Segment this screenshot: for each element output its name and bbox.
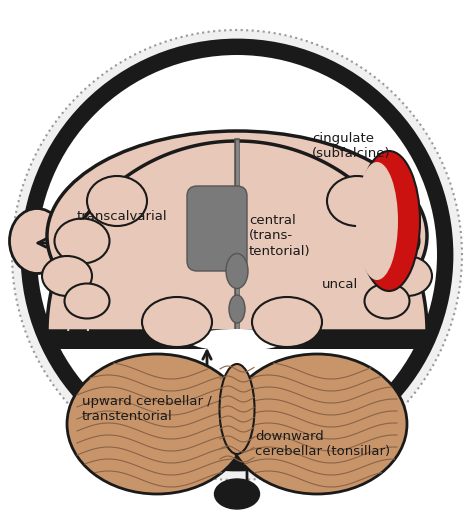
Ellipse shape (87, 176, 147, 226)
Polygon shape (47, 141, 427, 331)
Bar (17, 111, 457, 331)
Ellipse shape (67, 354, 247, 494)
Ellipse shape (187, 329, 287, 351)
Ellipse shape (252, 297, 322, 347)
Ellipse shape (226, 253, 248, 288)
Ellipse shape (55, 218, 109, 264)
FancyBboxPatch shape (42, 331, 432, 349)
Ellipse shape (358, 151, 420, 291)
Text: downward
cerebellar (tonsillar): downward cerebellar (tonsillar) (255, 430, 390, 458)
Ellipse shape (215, 479, 259, 509)
Circle shape (22, 40, 452, 470)
Circle shape (12, 30, 462, 480)
Text: cingulate
(subfalcine): cingulate (subfalcine) (312, 132, 391, 160)
Ellipse shape (47, 131, 427, 341)
Ellipse shape (365, 284, 410, 319)
FancyBboxPatch shape (187, 186, 247, 271)
Ellipse shape (382, 256, 432, 296)
Ellipse shape (142, 297, 212, 347)
Ellipse shape (42, 256, 92, 296)
Ellipse shape (227, 354, 407, 494)
Text: transcalvarial: transcalvarial (77, 210, 168, 223)
Text: upward cerebellar /
transtentorial: upward cerebellar / transtentorial (82, 395, 212, 423)
Ellipse shape (365, 218, 419, 264)
Ellipse shape (9, 209, 64, 273)
Ellipse shape (64, 284, 109, 319)
Text: central
(trans-
tentorial): central (trans- tentorial) (249, 214, 310, 258)
Text: uncal: uncal (322, 279, 358, 291)
Circle shape (37, 55, 437, 455)
Ellipse shape (327, 176, 387, 226)
Ellipse shape (219, 364, 255, 454)
Ellipse shape (356, 162, 398, 280)
Ellipse shape (229, 295, 245, 323)
